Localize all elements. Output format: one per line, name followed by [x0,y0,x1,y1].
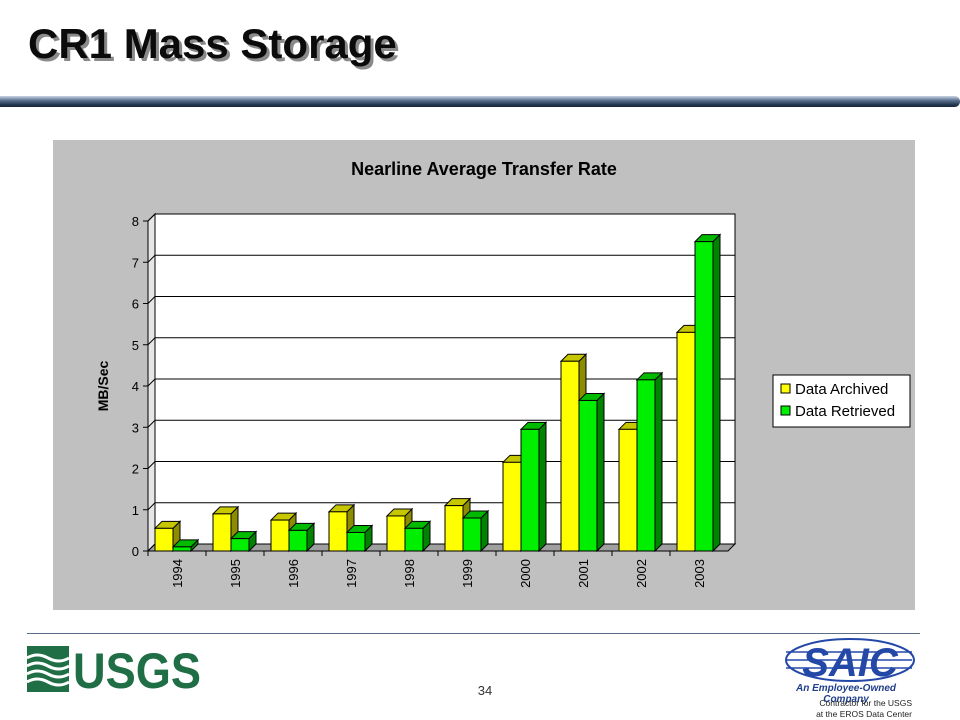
saic-tagline: An Employee-Owned Company [795,683,896,705]
bar [502,461,522,552]
contractor-line-2: at the EROS Data Center [816,709,912,719]
y-tick-label: 1 [132,503,139,518]
bar [694,241,714,552]
bar [462,517,482,552]
saic-swoosh-icon [785,638,915,682]
x-tick-label: 1995 [228,559,243,588]
gridline [147,419,735,428]
bar [404,527,424,552]
y-axis-label: MB/Sec [95,361,111,412]
x-tick-label: 2002 [634,559,649,588]
x-tick-label: 1996 [286,559,301,588]
bar-side [712,233,721,553]
gridline [147,378,735,387]
bar [618,428,638,552]
usgs-logo: USGS [27,644,201,694]
y-tick-label: 6 [132,297,139,312]
legend-swatch [780,405,791,416]
y-tick-label: 7 [132,255,139,270]
legend-label: Data Archived [795,381,888,398]
slide-title: CR1 Mass Storage [28,20,397,67]
y-tick-label: 3 [132,420,139,435]
x-tick-label: 2003 [692,559,707,588]
bar [636,379,656,552]
chart-panel: Nearline Average Transfer Rate 0 1 2 3 4 5 6 7 8 M… [53,140,915,610]
x-tick-label: 2001 [576,559,591,588]
bar [154,527,174,552]
gridline [147,337,735,346]
bar-side [596,392,605,553]
legend-swatch [780,383,791,394]
legend-label: Data Retrieved [795,403,895,420]
x-tick-label: 2000 [518,559,533,588]
y-tick-label: 8 [132,214,139,229]
x-tick-label: 1994 [170,559,185,588]
usgs-logo-text: USGS [73,644,201,694]
y-tick-label: 2 [132,462,139,477]
transfer-rate-chart: Nearline Average Transfer Rate 0 1 2 3 4 5 6 7 8 M… [95,159,911,588]
bar [212,513,232,552]
y-tick-label: 0 [132,544,139,559]
x-tick-label: 1999 [460,559,475,588]
gridline [147,296,735,304]
saic-logo: SAIC [785,638,915,685]
bar [578,399,598,552]
title-divider [0,96,960,107]
bar [520,428,540,552]
y-tick-label: 4 [132,379,139,394]
x-tick-label: 1997 [344,559,359,588]
bar [560,360,580,552]
page-number: 34 [477,683,493,698]
legend-box [772,374,911,428]
contractor-line-1: Contractor for the USGS [819,698,912,708]
gridline [147,254,735,263]
bar-side [654,371,663,553]
bar [444,505,464,552]
usgs-wave-icon [27,646,70,692]
bar [288,529,308,552]
chart-title: Nearline Average Transfer Rate [351,159,617,179]
gridline [147,213,735,222]
bar [346,531,366,552]
saic-logo-text: SAIC [802,641,899,685]
contractor-note: Contractor for the USGS at the EROS Data… [762,698,912,720]
bar-side [538,421,547,553]
bar [172,546,192,552]
bar [270,519,290,552]
x-tick-label: 1998 [402,559,417,588]
bar [328,511,348,552]
y-tick-label: 5 [132,338,139,353]
bar [676,331,696,552]
bar [230,538,250,552]
footer-divider [27,633,920,634]
bar [386,515,406,552]
